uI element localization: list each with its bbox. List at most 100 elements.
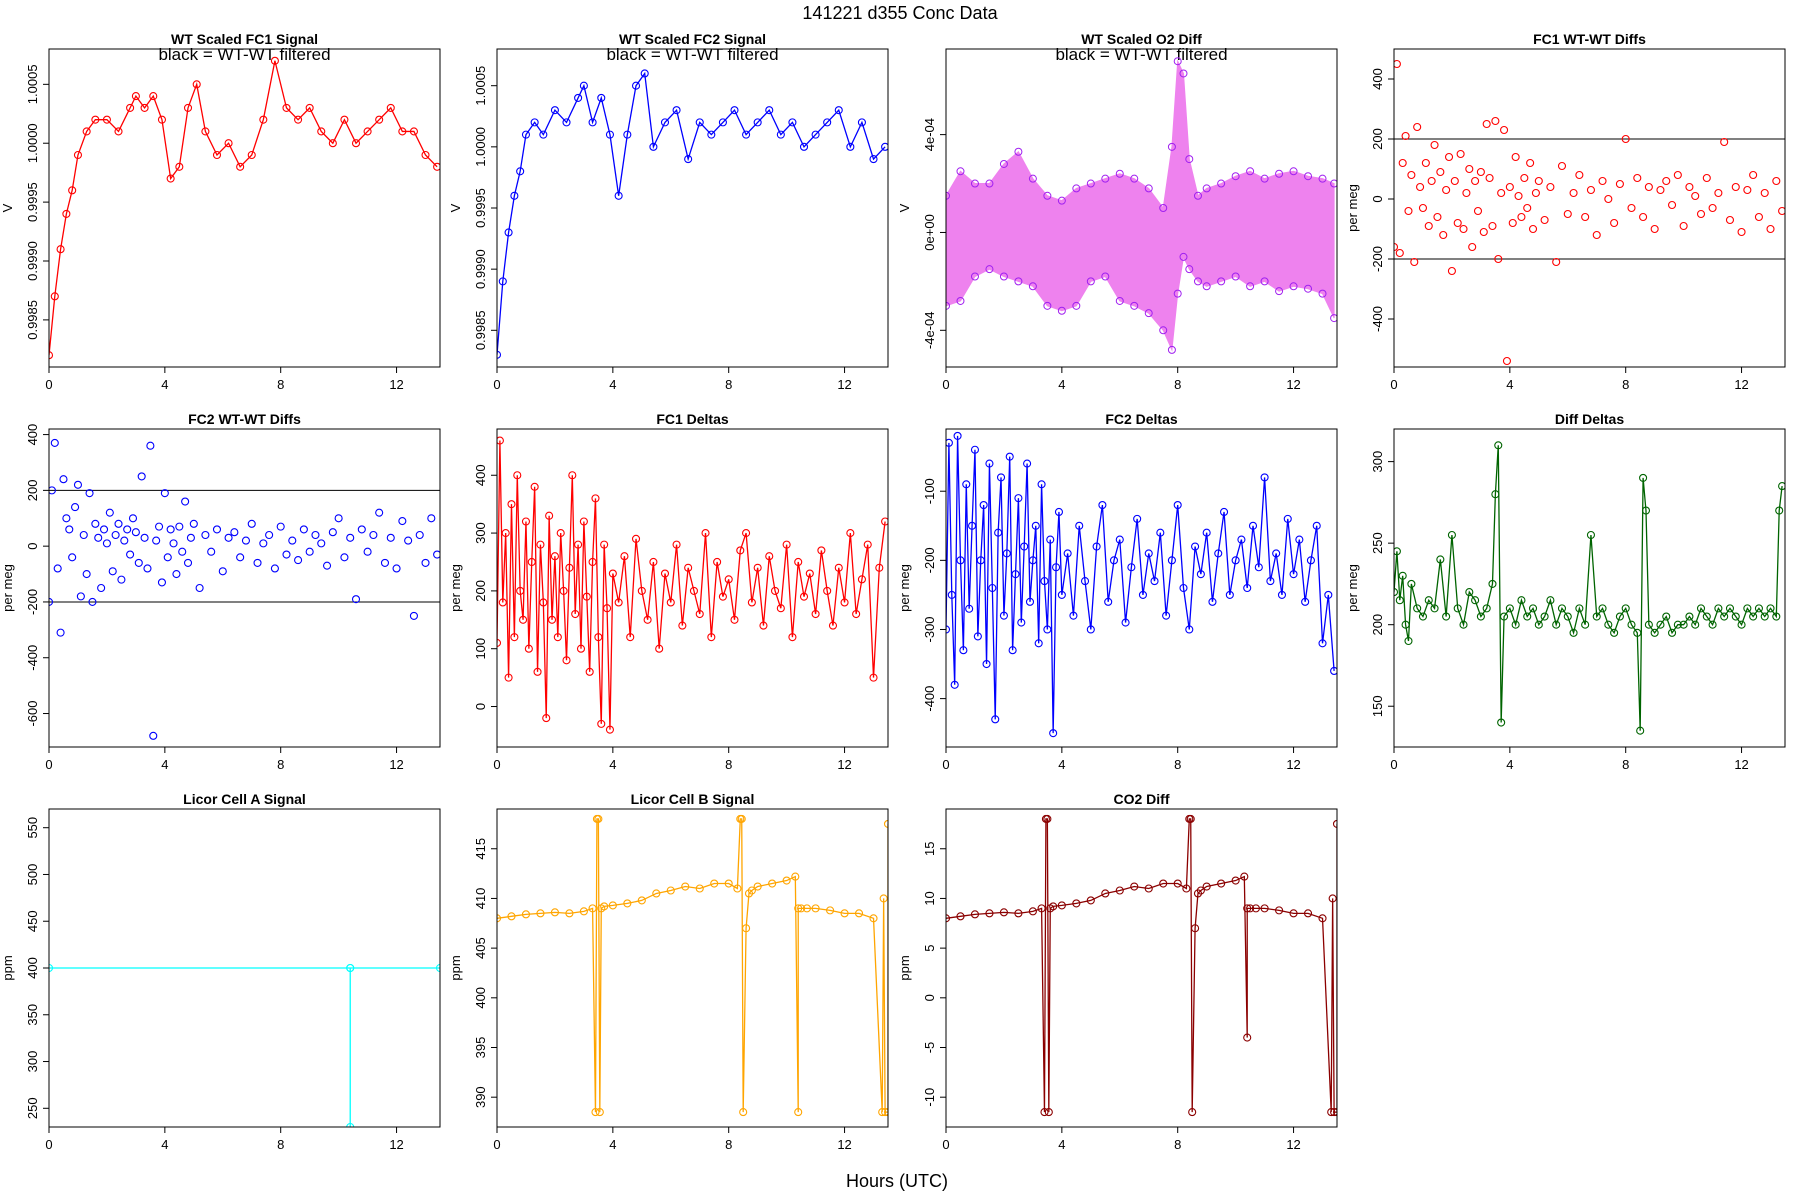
y-axis-label: per meg: [0, 564, 15, 612]
data-point: [985, 909, 994, 918]
series-line: [946, 818, 1337, 1113]
data-point: [1552, 257, 1561, 267]
data-point: [247, 150, 256, 160]
data-point: [1072, 899, 1081, 908]
data-point: [1720, 137, 1729, 147]
y-tick-label: 0e+00: [922, 214, 937, 251]
data-point: [776, 130, 785, 139]
x-tick-label: 0: [1390, 377, 1397, 392]
data-point-upper: [1043, 191, 1052, 200]
data-point: [643, 615, 652, 624]
data-point: [701, 529, 710, 538]
data-point-lower: [1057, 306, 1066, 315]
data-point: [212, 150, 222, 160]
data-point: [1702, 173, 1711, 183]
y-tick-label: 0: [473, 703, 488, 710]
data-point: [212, 525, 222, 534]
data-point: [823, 118, 832, 127]
data-point: [1092, 542, 1101, 551]
data-point: [530, 482, 539, 491]
data-point: [1760, 188, 1769, 198]
data-point: [1691, 620, 1700, 629]
data-point: [649, 557, 658, 567]
panel-co2-diff: CO2 Diff ppm 0 4 8 12 -10 -5 0 5 10 15: [897, 791, 1338, 1152]
data-point: [504, 673, 513, 682]
data-point: [747, 598, 756, 607]
y-tick-label: -100: [922, 478, 937, 504]
data-point: [840, 598, 849, 607]
data-point: [1196, 886, 1205, 895]
data-point: [88, 597, 97, 606]
data-point-lower: [1173, 289, 1182, 298]
data-point: [562, 656, 571, 665]
data-point: [189, 519, 198, 528]
data-point: [433, 162, 440, 171]
data-point: [1031, 521, 1040, 530]
y-tick-label: 400: [473, 987, 488, 1009]
panel-subtitle: black = WT-WT filtered: [606, 45, 778, 64]
data-point: [1636, 726, 1645, 735]
data-point: [946, 438, 953, 447]
data-point: [1772, 612, 1781, 621]
data-point: [695, 118, 704, 127]
data-point: [1044, 1108, 1053, 1117]
data-point: [591, 494, 600, 503]
plot-area: [497, 436, 888, 734]
data-point: [1592, 230, 1601, 240]
data-point: [521, 130, 531, 139]
data-point: [1569, 628, 1578, 637]
data-point: [49, 963, 54, 973]
series-band: [946, 59, 1335, 352]
data-point: [1581, 212, 1590, 222]
data-point: [346, 533, 355, 542]
series-line: [1394, 445, 1783, 731]
data-point: [114, 127, 123, 136]
data-point: [753, 563, 762, 572]
data-point: [334, 514, 343, 523]
y-tick-label: 200: [473, 580, 488, 602]
data-point: [684, 563, 693, 572]
y-tick-label: 0.9995: [25, 182, 40, 222]
data-point: [126, 550, 135, 559]
data-point: [1673, 170, 1682, 180]
data-point: [1214, 549, 1223, 558]
data-point: [999, 908, 1008, 917]
data-point: [1037, 904, 1046, 913]
x-tick-label: 4: [609, 1137, 616, 1152]
data-point: [1052, 563, 1061, 572]
data-point: [1272, 549, 1281, 558]
data-point: [1662, 176, 1671, 186]
data-point: [1656, 620, 1665, 629]
data-point: [82, 570, 91, 579]
x-tick-label: 4: [1058, 1137, 1065, 1152]
data-point: [236, 553, 245, 562]
data-point: [1002, 549, 1011, 558]
data-point: [1500, 612, 1509, 621]
data-point: [579, 517, 588, 526]
data-point: [510, 633, 519, 642]
data-point: [1627, 620, 1636, 629]
x-tick-label: 12: [837, 757, 851, 772]
data-point: [834, 106, 843, 115]
data-point: [510, 191, 519, 200]
data-point: [1191, 542, 1200, 551]
data-point-lower: [1115, 296, 1124, 305]
series-line: [49, 967, 440, 1127]
data-point: [160, 489, 169, 498]
data-point: [794, 557, 803, 567]
data-point: [1138, 590, 1147, 599]
data-point-upper: [1231, 172, 1240, 181]
y-tick-label: 400: [473, 464, 488, 486]
data-point: [1610, 218, 1619, 228]
y-tick-label: 400: [25, 957, 40, 979]
x-tick-label: 4: [161, 1137, 168, 1152]
data-point: [605, 130, 615, 139]
data-point: [270, 56, 279, 65]
data-point: [1277, 590, 1287, 599]
data-point: [369, 530, 378, 540]
x-tick-label: 0: [45, 377, 52, 392]
data-point: [1327, 1108, 1336, 1117]
data-point: [817, 546, 826, 555]
data-point: [73, 480, 83, 489]
data-point: [753, 882, 762, 891]
